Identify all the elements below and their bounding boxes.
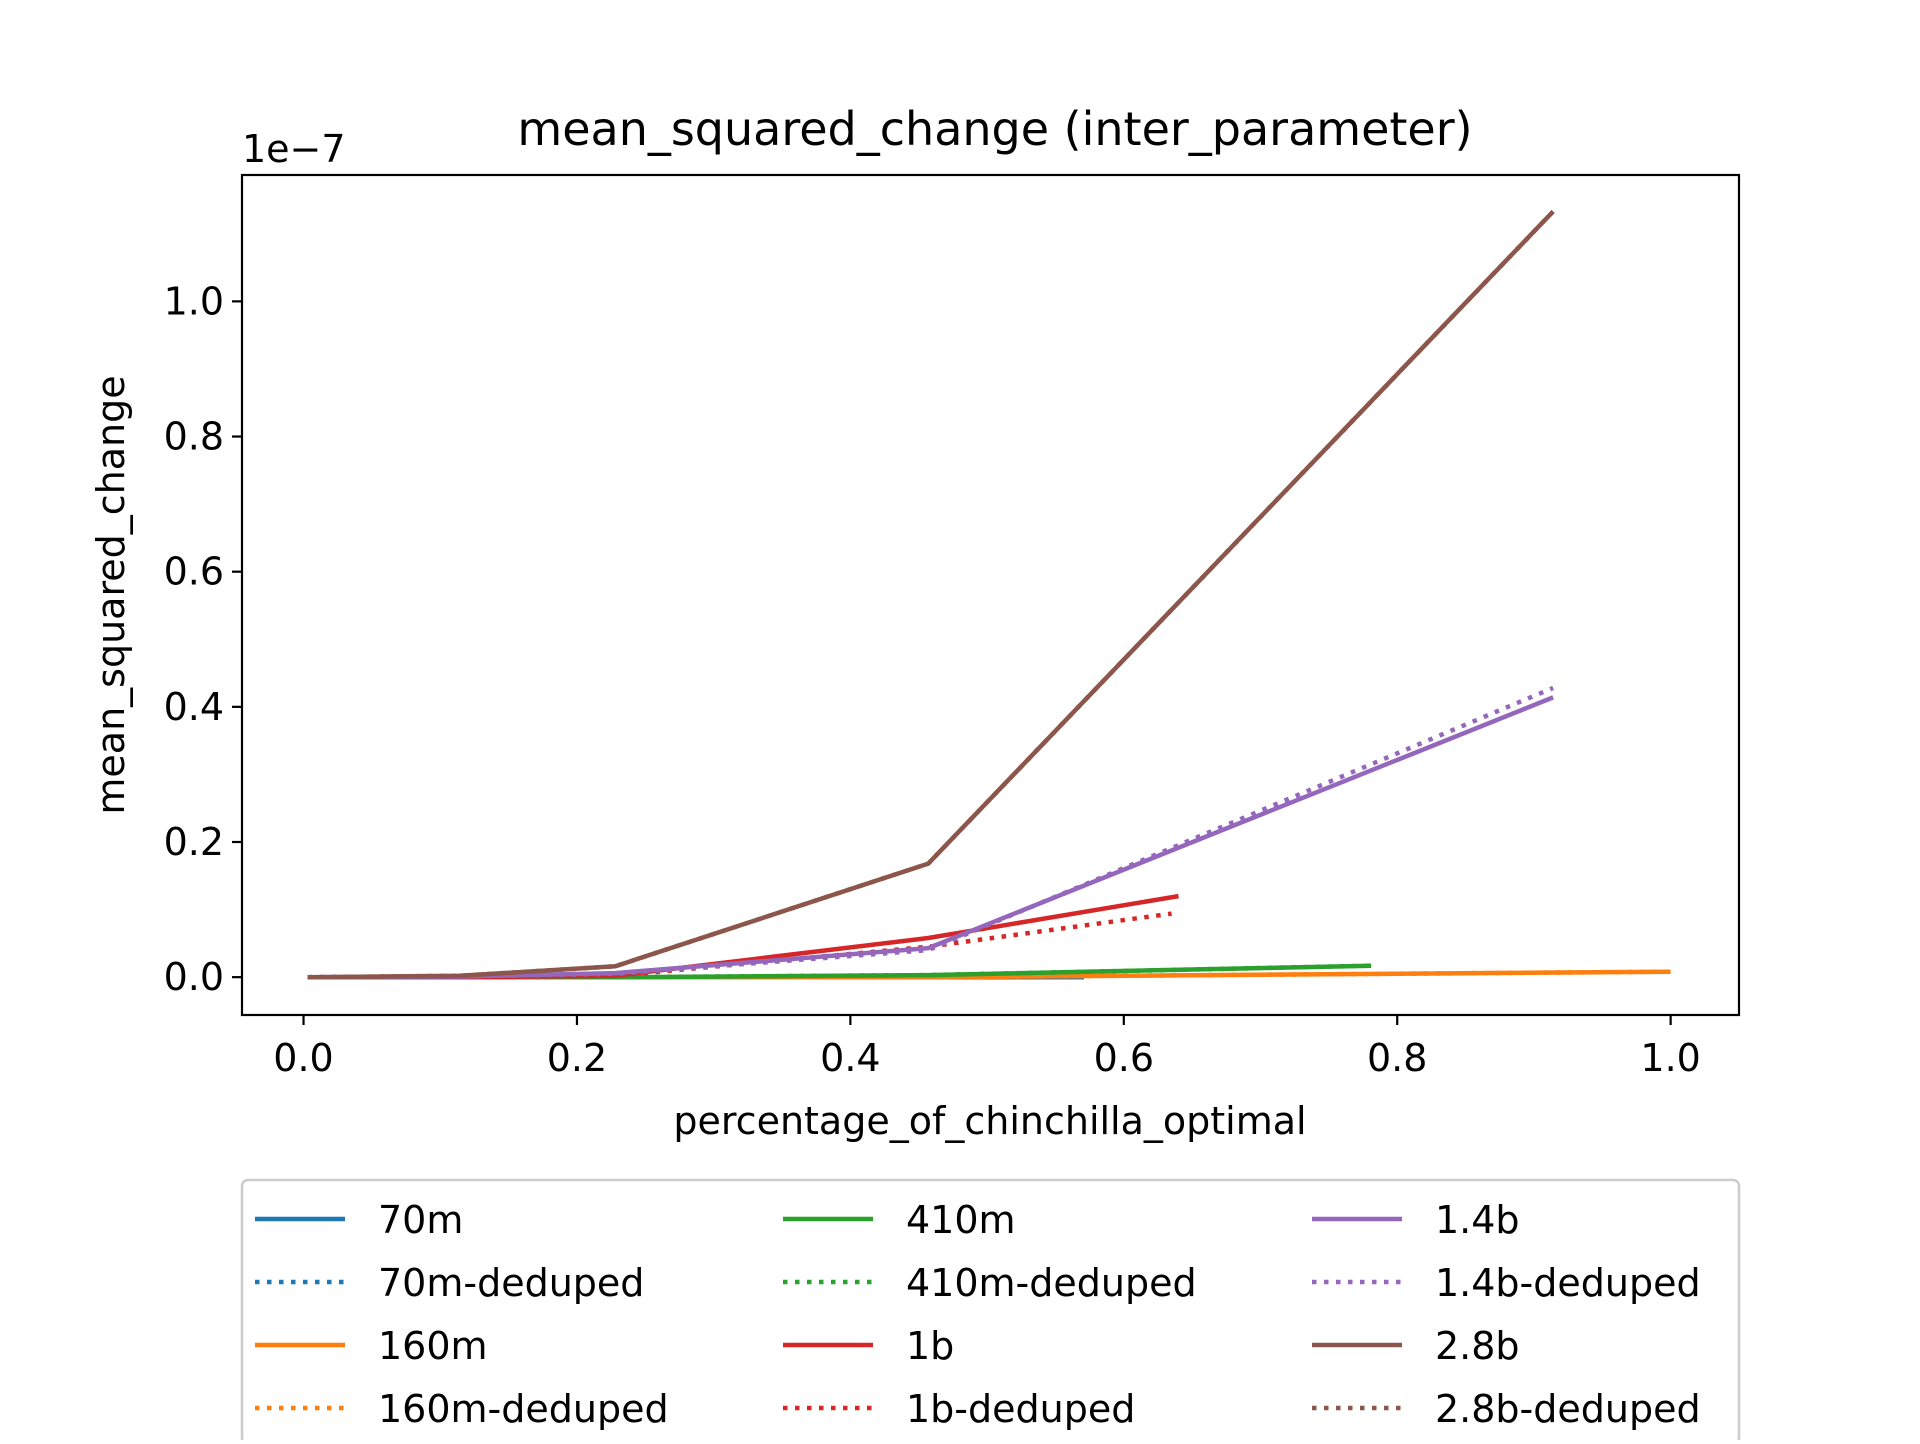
series-line-410m-deduped (307, 963, 1372, 980)
legend-label: 160m (378, 1324, 488, 1368)
legend-label: 410m-deduped (906, 1261, 1197, 1305)
chart-title: mean_squared_change (inter_parameter) (517, 102, 1472, 156)
legend-label: 2.8b (1435, 1324, 1520, 1368)
y-tick-label: 0.2 (164, 820, 224, 864)
legend-label: 70m-deduped (378, 1261, 644, 1305)
series-line-160m-deduped (307, 969, 1671, 980)
x-tick-label: 0.4 (820, 1036, 880, 1080)
series-lines (307, 209, 1671, 980)
legend-label: 410m (906, 1198, 1016, 1242)
series-line-2-8b-deduped (307, 209, 1555, 980)
legend: 70m 70m-deduped 160m 160m-deduped 410m 410m-d… (240, 1178, 1741, 1444)
legend-label: 70m (378, 1198, 463, 1242)
y-axis: 0.0 0.2 0.4 0.6 0.8 1.0 (164, 279, 242, 999)
legend-frame (240, 1178, 1741, 1444)
legend-label: 1b-deduped (906, 1387, 1135, 1431)
x-tick-label: 0.2 (547, 1036, 607, 1080)
x-tick-label: 0.6 (1094, 1036, 1154, 1080)
x-axis-label: percentage_of_chinchilla_optimal (673, 1099, 1306, 1143)
y-axis-label: mean_squared_change (89, 375, 133, 814)
y-tick-label: 0.6 (164, 550, 224, 594)
legend-label: 1.4b-deduped (1435, 1261, 1701, 1305)
y-tick-label: 0.0 (164, 955, 224, 999)
x-tick-label: 0.0 (273, 1036, 333, 1080)
x-tick-label: 1.0 (1640, 1036, 1700, 1080)
legend-label: 160m-deduped (378, 1387, 669, 1431)
legend-label: 2.8b-deduped (1435, 1387, 1701, 1431)
y-offset-label: 1e−7 (242, 127, 346, 171)
plot-area (240, 173, 1741, 1017)
x-tick-label: 0.8 (1367, 1036, 1427, 1080)
legend-label: 1.4b (1435, 1198, 1520, 1242)
legend-label: 1b (906, 1324, 954, 1368)
y-tick-label: 0.8 (164, 415, 224, 459)
x-axis: 0.0 0.2 0.4 0.6 0.8 1.0 (273, 1015, 1701, 1080)
y-tick-label: 0.4 (164, 685, 224, 729)
y-tick-label: 1.0 (164, 279, 224, 323)
